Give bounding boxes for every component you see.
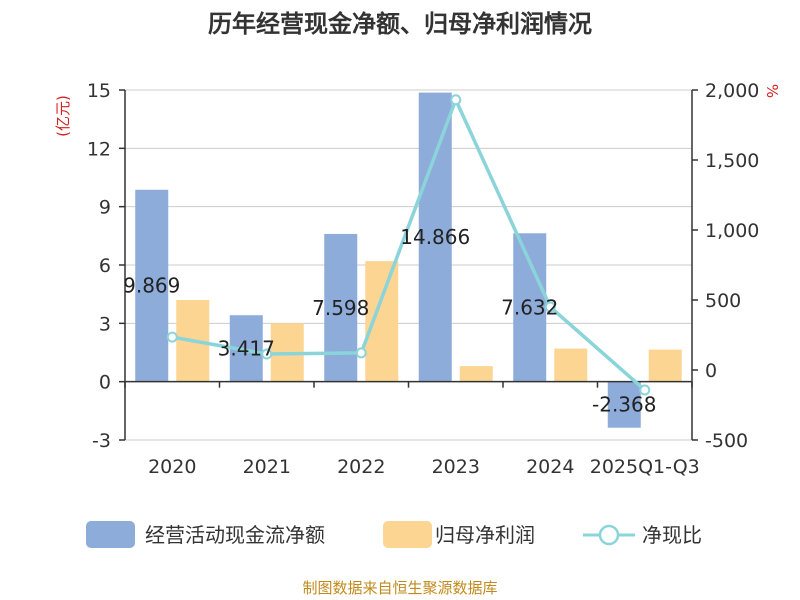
left-tick-label: -3 — [92, 430, 111, 452]
bar-data-label: 7.598 — [312, 296, 369, 320]
x-tick-label: 2023 — [432, 456, 480, 478]
x-tick-label: 2024 — [526, 456, 574, 478]
chart-title: 历年经营现金净额、归母净利润情况 — [208, 10, 592, 38]
left-axis-unit: (亿元) — [54, 95, 72, 137]
legend[interactable]: 经营活动现金流净额 归母净利润 净现比 — [86, 521, 702, 548]
left-tick-label: 15 — [87, 80, 111, 102]
bar-data-label: -2.368 — [592, 393, 656, 417]
ratio-point — [639, 384, 651, 396]
right-tick-label: 1,500 — [705, 150, 759, 172]
right-tick-label: -500 — [705, 430, 748, 452]
cashflow-bar — [418, 92, 452, 382]
ratio-point — [450, 94, 462, 106]
right-tick-label: 1,000 — [705, 220, 759, 242]
bars-group — [135, 92, 682, 428]
x-tick-label: 2021 — [243, 456, 291, 478]
profit-bar — [648, 349, 682, 382]
ratio-point — [355, 347, 367, 359]
profit-bar — [554, 348, 588, 382]
right-tick-label: 0 — [705, 360, 717, 382]
left-tick-label: 9 — [99, 197, 111, 219]
ratio-line — [171, 95, 646, 392]
left-tick-label: 6 — [99, 255, 111, 277]
left-tick-label: 0 — [99, 372, 111, 394]
right-tick-label: 500 — [705, 290, 741, 312]
x-tick-label: 2022 — [337, 456, 385, 478]
legend-marker — [598, 524, 620, 546]
bar-data-label: 3.417 — [218, 336, 275, 360]
axes-group: -3 0 3 6 9 12 15 -500 0 500 1,000 1,500 2,000 2020 202… — [87, 80, 760, 478]
ratio-point — [261, 348, 273, 360]
ratio-line-group — [166, 94, 651, 396]
source-note: 制图数据来自恒生聚源数据库 — [302, 579, 497, 597]
cashflow-bar — [324, 233, 358, 382]
bar-data-label: 14.866 — [400, 225, 470, 249]
x-tick-label: 2025Q1-Q3 — [590, 456, 700, 478]
legend-label[interactable]: 净现比 — [642, 523, 702, 547]
legend-label[interactable]: 经营活动现金流净额 — [145, 523, 325, 547]
left-tick-label: 12 — [87, 138, 111, 160]
bar-data-label: 9.869 — [123, 274, 180, 298]
legend-swatch — [86, 521, 135, 548]
legend-swatch — [383, 521, 432, 548]
cashflow-bar — [607, 381, 641, 428]
cashflow-bar — [135, 189, 169, 382]
left-tick-label: 3 — [99, 313, 111, 335]
legend-label[interactable]: 归母净利润 — [435, 523, 535, 547]
bar-data-label: 7.632 — [501, 295, 558, 319]
data-labels-group: 9.869 3.417 7.598 14.866 7.632 -2.368 — [123, 225, 656, 417]
right-tick-label: 2,000 — [705, 80, 759, 102]
x-tick-label: 2020 — [148, 456, 196, 478]
profit-bar — [365, 261, 399, 382]
ratio-point — [544, 301, 556, 313]
right-axis-unit: % — [763, 84, 781, 98]
profit-bar — [459, 366, 493, 382]
ratio-point — [166, 331, 178, 343]
